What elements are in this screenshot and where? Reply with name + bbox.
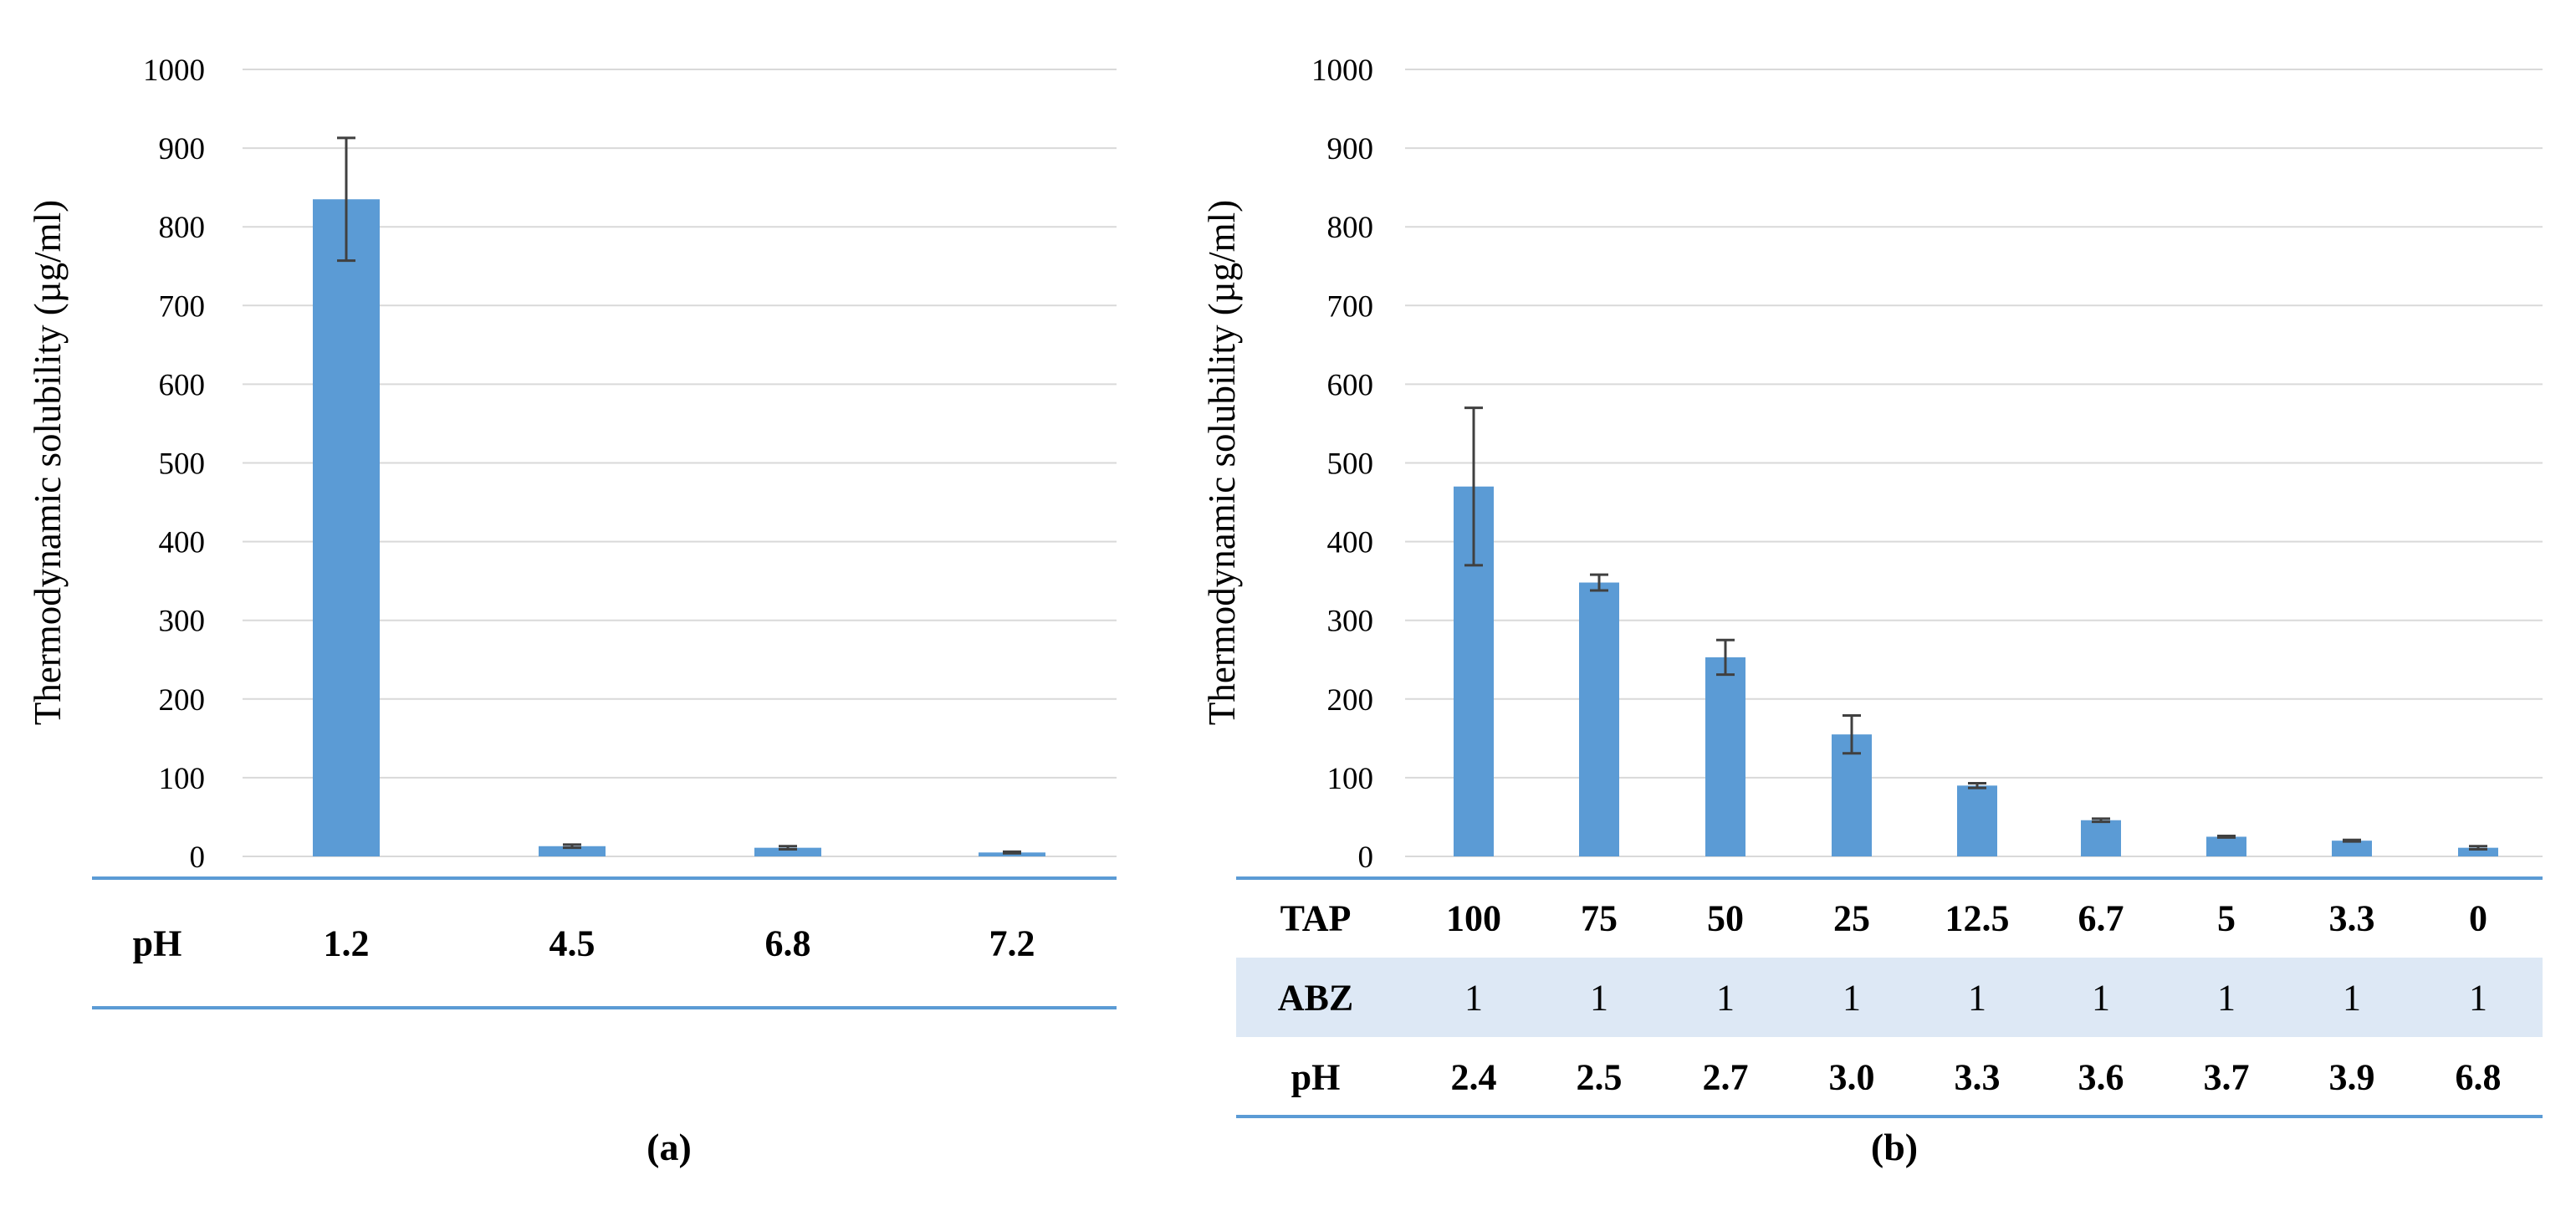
y-tick-label: 700	[159, 289, 206, 324]
table-cell: 3.0	[1829, 1057, 1875, 1098]
table-cell: 6.8	[765, 923, 811, 964]
y-tick-label: 800	[159, 211, 206, 245]
bar	[2081, 820, 2121, 856]
y-tick-label: 900	[1327, 132, 1374, 166]
table-cell: 1	[2217, 978, 2236, 1019]
bar	[2332, 841, 2372, 856]
table-cell: 3.6	[2078, 1057, 2124, 1098]
table-cell: 1.2	[324, 923, 370, 964]
bar	[1705, 657, 1745, 856]
y-tick-label: 400	[1327, 526, 1374, 560]
panel-label: (a)	[647, 1126, 692, 1168]
y-tick-label: 300	[159, 605, 206, 639]
table-cell: 1	[1590, 978, 1608, 1019]
error-bar	[1968, 781, 1986, 790]
y-tick-label: 500	[1327, 447, 1374, 482]
y-tick-label: 800	[1327, 211, 1374, 245]
error-bar	[2217, 835, 2236, 839]
y-tick-label: 0	[1358, 841, 1374, 875]
table-cell: 2.5	[1577, 1057, 1623, 1098]
table-cell: 3.3	[2329, 898, 2375, 939]
bar	[2458, 847, 2498, 856]
table-cell: 1	[2092, 978, 2110, 1019]
table-cell: 12.5	[1945, 898, 2010, 939]
error-bar	[1464, 406, 1483, 567]
table-cell: 6.7	[2078, 898, 2124, 939]
table-cell: 50	[1707, 898, 1744, 939]
y-tick-label: 700	[1327, 289, 1374, 324]
chart-a: 0 100 200 300 400 500 600 700 800 900 1000 Thermody…	[27, 54, 1117, 1168]
table-cell: 1	[1716, 978, 1735, 1019]
y-tick-label: 100	[159, 762, 206, 796]
table-cell: 25	[1833, 898, 1870, 939]
table-cell: 1	[1464, 978, 1483, 1019]
error-bar	[1716, 638, 1735, 677]
table-cell: 3.9	[2329, 1057, 2375, 1098]
table-row-shade	[1236, 958, 2543, 1037]
bar	[2206, 836, 2246, 856]
table-row-label: TAP	[1280, 898, 1352, 939]
bar	[313, 199, 380, 856]
error-bar	[2092, 817, 2110, 824]
table-cell: 75	[1581, 898, 1618, 939]
chart-b: 01002003004005006007008009001000Thermody…	[1201, 54, 2543, 1168]
y-tick-label: 500	[159, 447, 206, 482]
table-cell: 100	[1446, 898, 1501, 939]
y-tick-label: 200	[159, 683, 206, 718]
bar	[1579, 582, 1619, 856]
error-bar	[2343, 838, 2361, 843]
y-tick-label: 1000	[1311, 54, 1373, 88]
y-axis-label: Thermodynamic solubility (µg/ml)	[1201, 200, 1243, 725]
error-bar	[1843, 714, 1861, 755]
bar	[1832, 734, 1872, 856]
y-tick-label: 900	[159, 132, 206, 166]
error-bar	[1590, 573, 1608, 592]
table-cell: 1	[2343, 978, 2361, 1019]
table-row-label: ABZ	[1278, 978, 1353, 1019]
table-cell: 0	[2469, 898, 2487, 939]
table-cell: 1	[1843, 978, 1861, 1019]
table-cell: 6.8	[2456, 1057, 2502, 1098]
y-axis-label: Thermodynamic solubility (µg/ml)	[27, 200, 69, 725]
y-tick-label: 1000	[143, 54, 205, 88]
error-bar	[779, 845, 797, 851]
error-bar	[1003, 850, 1021, 855]
table-cell: 5	[2217, 898, 2236, 939]
error-bar	[2469, 845, 2487, 851]
table-row-label: pH	[1291, 1057, 1341, 1098]
table-cell: 4.5	[549, 923, 595, 964]
table-cell: 1	[2469, 978, 2487, 1019]
y-tick-label: 300	[1327, 605, 1374, 639]
table-cell: 3.7	[2204, 1057, 2250, 1098]
table-cell: 3.3	[1955, 1057, 2001, 1098]
table-row-label: pH	[133, 923, 182, 964]
bar	[539, 846, 606, 856]
y-tick-label: 100	[1327, 762, 1374, 796]
table-cell: 7.2	[989, 923, 1035, 964]
bar	[754, 847, 821, 856]
bar	[1957, 785, 1997, 856]
y-tick-label: 600	[1327, 368, 1374, 402]
error-bar	[563, 843, 581, 850]
panel-label: (b)	[1871, 1126, 1918, 1168]
y-tick-label: 400	[159, 526, 206, 560]
y-tick-label: 0	[190, 841, 206, 875]
y-tick-label: 200	[1327, 683, 1374, 718]
y-tick-label: 600	[159, 368, 206, 402]
table-cell: 1	[1968, 978, 1986, 1019]
error-bar	[337, 136, 355, 263]
table-cell: 2.7	[1703, 1057, 1749, 1098]
table-cell: 2.4	[1451, 1057, 1497, 1098]
